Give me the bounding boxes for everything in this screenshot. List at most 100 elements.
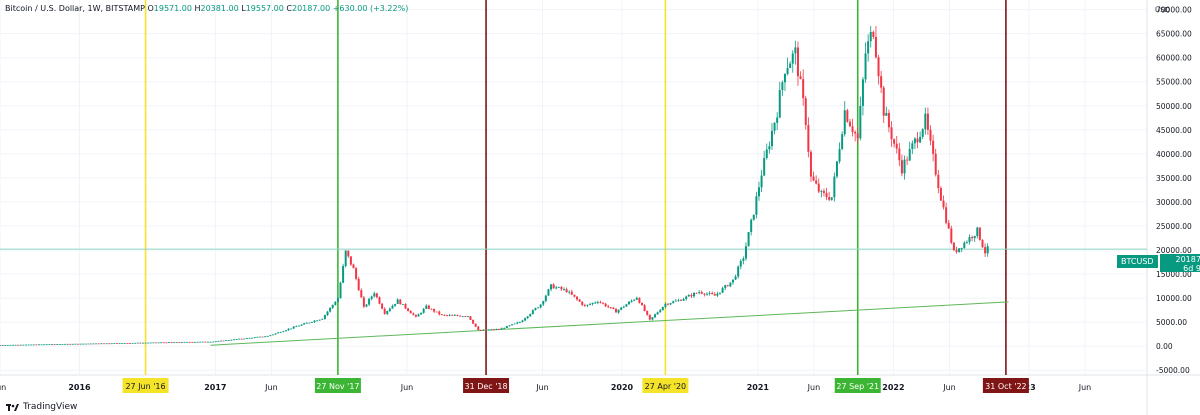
candle-body	[102, 343, 105, 345]
candle-body	[817, 183, 820, 192]
candle-body	[690, 295, 693, 297]
symbol-title[interactable]: Bitcoin / U.S. Dollar, 1W, BITSTAMP	[5, 4, 145, 13]
candle-body	[882, 87, 885, 116]
candle-body	[310, 322, 313, 323]
candle-body	[279, 332, 282, 333]
candle-body	[739, 260, 742, 267]
x-tick-label: Jun	[535, 383, 549, 392]
candle-body	[656, 312, 659, 315]
candle-body	[731, 279, 734, 283]
candle-body	[822, 191, 825, 193]
candle-body	[887, 112, 890, 128]
candle-body	[32, 344, 35, 346]
candle-body	[386, 311, 389, 314]
candle-body	[84, 343, 87, 345]
candle-body	[63, 343, 66, 345]
candle-body	[308, 322, 311, 324]
candle-body	[401, 304, 404, 305]
candle-body	[456, 315, 459, 316]
candle-body	[755, 196, 758, 215]
candle-body	[682, 299, 685, 301]
candle-body	[357, 278, 360, 291]
candle-body	[633, 299, 636, 301]
candle-body	[677, 300, 680, 301]
candle-body	[360, 290, 363, 298]
candle-body	[495, 329, 498, 330]
candle-body	[874, 36, 877, 58]
candle-body	[409, 310, 412, 314]
tradingview-logo-icon	[6, 403, 19, 411]
change-value: +630.00 (+3.22%)	[332, 4, 409, 13]
candle-body	[110, 343, 113, 345]
candle-body	[157, 342, 160, 344]
candle-body	[271, 334, 274, 336]
candle-body	[92, 343, 95, 345]
candle-body	[820, 191, 823, 192]
candle-body	[955, 250, 958, 253]
x-tick-label: Jun	[400, 383, 414, 392]
candle-body	[711, 293, 714, 295]
candle-body	[664, 303, 667, 307]
candle-body	[105, 343, 108, 345]
candle-body	[867, 41, 870, 54]
candle-body	[602, 302, 605, 304]
candle-body	[152, 342, 155, 344]
candle-body	[82, 343, 85, 345]
candle-body	[742, 258, 745, 261]
candle-body	[248, 337, 251, 339]
candle-body	[908, 149, 911, 161]
candle-body	[667, 303, 670, 305]
candle-body	[383, 308, 386, 314]
x-tick-label: Jun	[807, 383, 821, 392]
candle-body	[612, 307, 615, 309]
candle-body	[56, 344, 59, 345]
candle-body	[381, 303, 384, 309]
candle-body	[830, 197, 833, 200]
x-tick-label: Jun	[264, 383, 278, 392]
candle-body	[466, 316, 469, 317]
candle-body	[698, 292, 701, 294]
candle-body	[976, 227, 979, 236]
candle-body	[778, 90, 781, 118]
candle-body	[344, 250, 347, 266]
candle-body	[453, 315, 456, 316]
y-tick-label: 45000.00	[1156, 126, 1192, 135]
candle-body	[615, 308, 618, 313]
candle-body	[443, 314, 446, 316]
candle-body	[440, 314, 443, 316]
tradingview-logo[interactable]: TradingView	[6, 402, 77, 412]
candle-body	[352, 264, 355, 269]
candle-body	[144, 342, 147, 344]
cycle-marker-label: 31 Oct '22	[985, 382, 1026, 391]
candle-body	[965, 241, 968, 243]
y-tick-label: 15000.00	[1156, 270, 1192, 279]
candle-body	[121, 343, 124, 344]
candle-body	[214, 341, 217, 343]
candle-body	[1, 345, 4, 346]
candle-body	[14, 344, 17, 346]
trend-line[interactable]	[210, 301, 1009, 346]
candle-body	[630, 300, 633, 302]
candle-body	[768, 146, 771, 150]
candle-body	[659, 310, 662, 313]
cycle-marker-label: 27 Sep '21	[836, 382, 879, 391]
candle-body	[300, 324, 303, 326]
candle-body	[838, 149, 841, 162]
cycle-marker-label-bg	[982, 378, 1029, 393]
candle-body	[596, 302, 599, 303]
candle-body	[370, 296, 373, 299]
candle-body	[115, 343, 118, 344]
candle-body	[786, 68, 789, 74]
candle-body	[48, 344, 51, 346]
candle-body	[672, 301, 675, 304]
y-tick-label: 35000.00	[1156, 174, 1192, 183]
last-price-value: 20187.00	[1175, 255, 1200, 264]
open-value: 19571.00	[153, 4, 192, 13]
candle-body	[201, 341, 204, 343]
candle-body	[492, 329, 495, 331]
tradingview-logo-text: TradingView	[23, 402, 78, 412]
y-tick-label: 20000.00	[1156, 246, 1192, 255]
candle-body	[175, 342, 178, 343]
candle-body	[459, 315, 462, 317]
